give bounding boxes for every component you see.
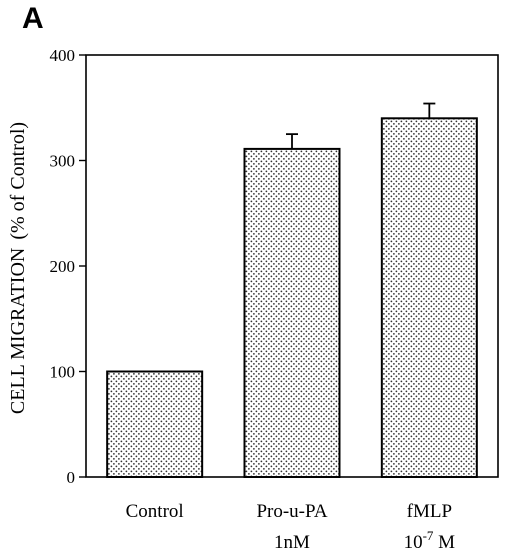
y-tick-label-0: 0 [67,468,76,487]
y-axis-unit: (% of Control) [7,122,29,240]
bar-0 [106,370,204,478]
x-axis-labels: Control Pro-u-PA 1nM fMLP 10-7 M [126,501,456,552]
y-tick-label-3: 300 [50,152,76,171]
bar-2 [380,117,478,479]
bars [106,102,478,479]
y-axis-label: CELL MIGRATION [7,248,29,414]
x-label-0: Control [126,501,184,522]
x-label-1: Pro-u-PA [256,501,327,522]
y-tick-label-2: 200 [50,257,76,276]
panel-label: A [22,2,44,35]
x-label-1-line2: 1nM [274,532,310,552]
y-tick-label-4: 400 [50,46,76,65]
x-label-2-line2: 10-7 M [404,528,456,552]
y-axis-ticks: 0 100 200 300 400 [50,46,86,487]
x-label-2: fMLP [407,501,452,522]
y-axis-title: CELL MIGRATION (% of Control) [7,122,29,414]
bar-1 [243,147,341,479]
y-tick-label-1: 100 [50,363,76,382]
